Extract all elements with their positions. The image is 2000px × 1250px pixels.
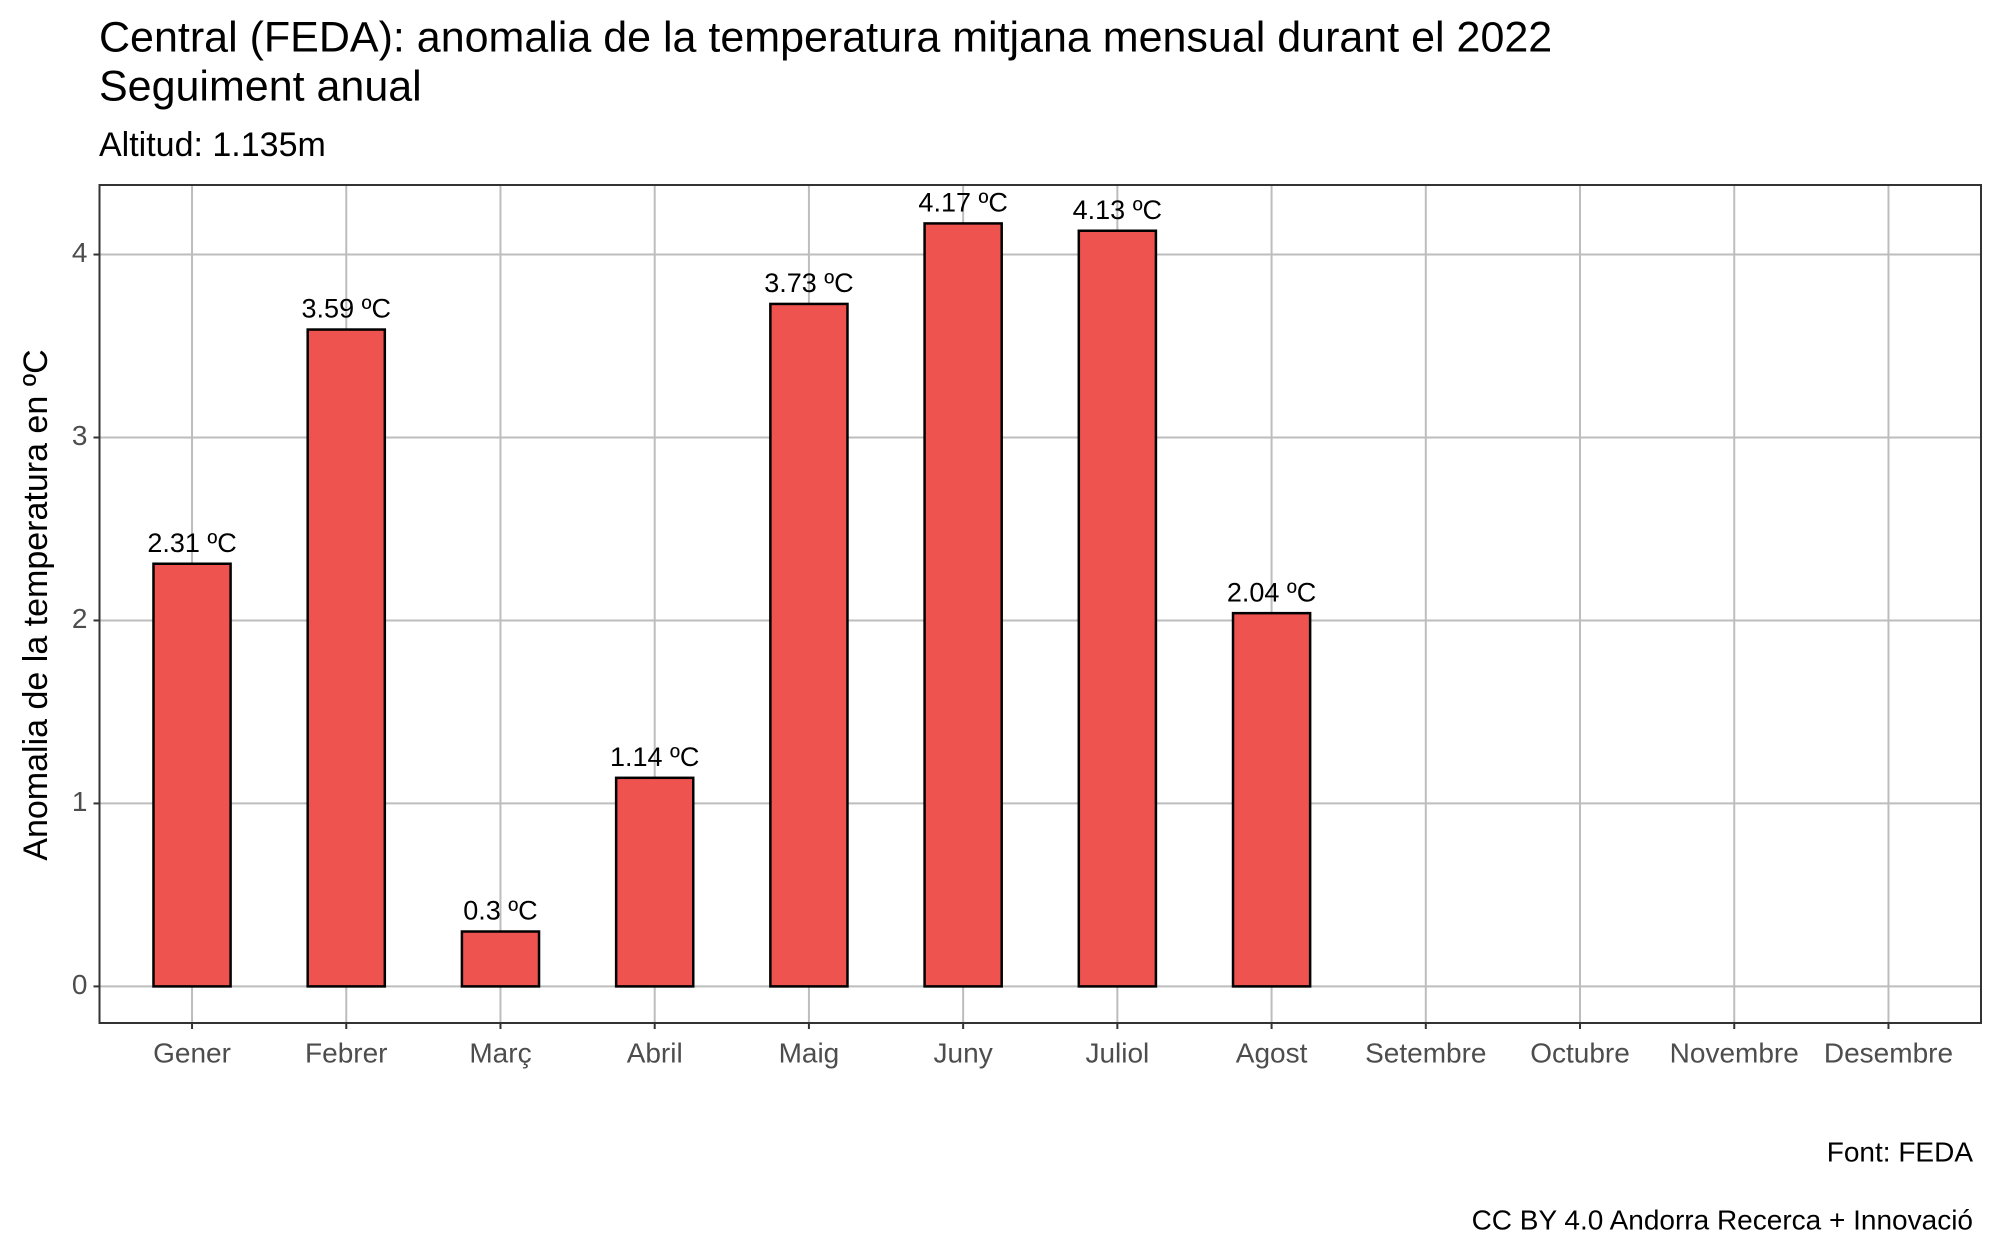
data-label: 3.73 ºC (764, 268, 853, 298)
x-tick-label: Febrer (305, 1037, 387, 1068)
bar (923, 222, 1003, 988)
data-label: 4.13 ºC (1073, 195, 1162, 225)
y-tick-label: 1 (72, 786, 88, 817)
data-label: 4.17 ºC (918, 188, 1007, 218)
y-tick-label: 2 (72, 603, 88, 634)
x-tick-label: Juliol (1085, 1037, 1149, 1068)
x-tick-label: Gener (153, 1037, 231, 1068)
y-tick-label: 3 (72, 420, 88, 451)
chart-subtitle: Altitud: 1.135m (99, 126, 326, 164)
caption: Font: FEDA (1827, 1136, 1974, 1167)
bar (1077, 229, 1158, 988)
x-tick-label: Desembre (1824, 1037, 1953, 1068)
y-axis-label: Anomalia de la temperatura en ºC (17, 349, 55, 860)
plot-panel (99, 185, 1981, 1023)
data-label: 3.59 ºC (302, 294, 391, 324)
bar (614, 776, 695, 988)
bar (769, 302, 849, 988)
x-tick-label: Abril (627, 1037, 683, 1068)
x-tick-label: Octubre (1530, 1037, 1630, 1068)
data-label: 2.04 ºC (1227, 577, 1316, 607)
bar (306, 328, 387, 988)
data-label: 1.14 ºC (610, 742, 699, 772)
data-label: 2.31 ºC (147, 528, 236, 558)
data-label: 0.3 ºC (463, 896, 537, 926)
bar (152, 562, 232, 988)
bar (1231, 611, 1312, 988)
x-tick-label: Maig (779, 1037, 840, 1068)
caption-line2: CC BY 4.0 Andorra Recerca + Innovació (1472, 1204, 1973, 1235)
x-tick-label: Juny (934, 1037, 993, 1068)
y-tick-label: 0 (72, 969, 88, 1000)
chart-title-line2: Seguiment anual (99, 62, 422, 110)
x-tick-label: Març (469, 1037, 531, 1068)
x-tick-label: Novembre (1670, 1037, 1799, 1068)
x-tick-label: Agost (1236, 1037, 1308, 1068)
x-tick-label: Setembre (1365, 1037, 1486, 1068)
y-tick-label: 4 (72, 237, 88, 268)
plot-border (98, 184, 1982, 1024)
bar (460, 930, 541, 988)
chart-title: Central (FEDA): anomalia de la temperatu… (99, 13, 1552, 61)
